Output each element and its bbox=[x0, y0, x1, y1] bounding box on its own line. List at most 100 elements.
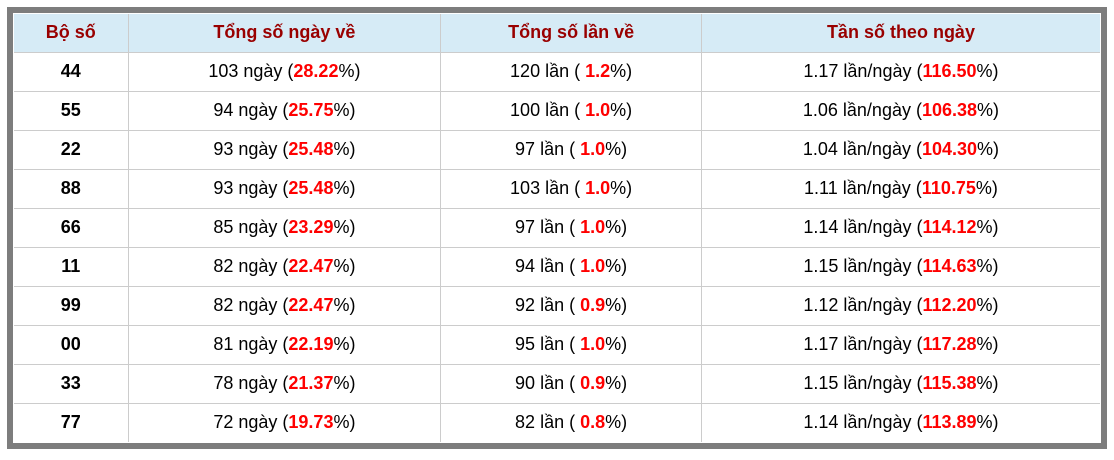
paren-open-spaced: ( bbox=[569, 61, 586, 81]
days-percent: 22.47 bbox=[288, 256, 334, 276]
times-cell: 120 lần ( 1.2%) bbox=[440, 51, 702, 92]
pair-cell: 22 bbox=[14, 129, 129, 170]
pair-cell: 33 bbox=[14, 363, 129, 404]
table-row: 66 85 ngày (23.29%) 97 lần ( 1.0%) 1.14 … bbox=[14, 207, 1100, 248]
paren-close: %) bbox=[605, 334, 628, 354]
days-percent: 22.47 bbox=[288, 295, 334, 315]
freq-cell: 1.15 lần/ngày (115.38%) bbox=[700, 363, 1100, 404]
times-cell: 97 lần ( 1.0%) bbox=[440, 207, 702, 248]
paren-open-spaced: ( bbox=[564, 139, 581, 159]
paren-close: %) bbox=[975, 178, 998, 198]
table-body: 44 103 ngày (28.22%) 120 lần ( 1.2%) 1.1… bbox=[14, 51, 1100, 442]
times-percent: 1.0 bbox=[580, 139, 606, 159]
table-row: 44 103 ngày (28.22%) 120 lần ( 1.2%) 1.1… bbox=[14, 51, 1100, 92]
table-row: 00 81 ngày (22.19%) 95 lần ( 1.0%) 1.17 … bbox=[14, 324, 1100, 365]
freq-percent: 104.30 bbox=[921, 139, 978, 159]
days-percent: 25.48 bbox=[288, 139, 334, 159]
paren-open: ( bbox=[277, 217, 289, 237]
freq-value: 1.17 lần/ngày bbox=[803, 334, 912, 354]
days-cell: 103 ngày (28.22%) bbox=[127, 51, 442, 92]
paren-open: ( bbox=[277, 295, 289, 315]
freq-cell: 1.15 lần/ngày (114.63%) bbox=[700, 246, 1100, 287]
pair-value: 11 bbox=[61, 256, 81, 276]
freq-value: 1.15 lần/ngày bbox=[803, 373, 912, 393]
paren-close: %) bbox=[605, 139, 628, 159]
paren-close: %) bbox=[976, 295, 999, 315]
freq-value: 1.06 lần/ngày bbox=[802, 100, 911, 120]
freq-cell: 1.04 lần/ngày (104.30%) bbox=[700, 129, 1100, 170]
days-value: 82 ngày bbox=[213, 256, 278, 276]
paren-close: %) bbox=[605, 373, 628, 393]
paren-close: %) bbox=[333, 256, 356, 276]
times-value: 94 lần bbox=[515, 256, 565, 276]
times-percent: 0.9 bbox=[580, 295, 606, 315]
times-percent: 1.2 bbox=[585, 61, 611, 81]
paren-open: ( bbox=[911, 217, 923, 237]
paren-close: %) bbox=[605, 217, 628, 237]
days-cell: 93 ngày (25.48%) bbox=[127, 129, 442, 170]
times-percent: 1.0 bbox=[580, 256, 606, 276]
paren-close: %) bbox=[976, 412, 999, 433]
paren-open: ( bbox=[277, 373, 289, 393]
pair-value: 22 bbox=[60, 139, 81, 159]
times-percent: 0.9 bbox=[580, 373, 606, 393]
column-header-days: Tổng số ngày về bbox=[127, 14, 442, 53]
freq-percent: 112.20 bbox=[922, 295, 977, 315]
times-value: 100 lần bbox=[510, 100, 570, 120]
pair-value: 99 bbox=[60, 295, 81, 315]
pair-value: 77 bbox=[60, 412, 81, 433]
paren-close: %) bbox=[605, 412, 628, 433]
freq-percent: 113.89 bbox=[922, 412, 977, 433]
days-percent: 22.19 bbox=[288, 334, 334, 354]
freq-value: 1.15 lần/ngày bbox=[803, 256, 912, 276]
table-row: 88 93 ngày (25.48%) 103 lần ( 1.0%) 1.11… bbox=[14, 168, 1100, 209]
days-cell: 81 ngày (22.19%) bbox=[127, 324, 442, 365]
freq-cell: 1.14 lần/ngày (113.89%) bbox=[700, 402, 1100, 442]
freq-percent: 114.63 bbox=[922, 256, 977, 276]
pair-value: 00 bbox=[60, 334, 81, 354]
paren-close: %) bbox=[333, 100, 356, 120]
table-row: 77 72 ngày (19.73%) 82 lần ( 0.8%) 1.14 … bbox=[14, 402, 1100, 442]
times-cell: 97 lần ( 1.0%) bbox=[440, 129, 702, 170]
table-frame: Bộ số Tổng số ngày về Tổng số lần về Tần… bbox=[7, 7, 1107, 449]
freq-value: 1.14 lần/ngày bbox=[803, 217, 912, 237]
times-percent: 1.0 bbox=[580, 334, 606, 354]
paren-close: %) bbox=[977, 100, 1000, 120]
freq-value: 1.17 lần/ngày bbox=[803, 61, 912, 81]
paren-close: %) bbox=[605, 295, 628, 315]
paren-open-spaced: ( bbox=[564, 217, 581, 237]
paren-open-spaced: ( bbox=[564, 334, 581, 354]
paren-open-spaced: ( bbox=[564, 373, 581, 393]
paren-close: %) bbox=[333, 373, 356, 393]
days-cell: 93 ngày (25.48%) bbox=[127, 168, 442, 209]
pair-value: 33 bbox=[60, 373, 81, 393]
times-cell: 82 lần ( 0.8%) bbox=[440, 402, 702, 442]
paren-open: ( bbox=[911, 295, 923, 315]
freq-cell: 1.17 lần/ngày (117.28%) bbox=[700, 324, 1100, 365]
pair-cell: 00 bbox=[14, 324, 129, 365]
days-value: 72 ngày bbox=[213, 412, 278, 433]
pair-cell: 55 bbox=[14, 90, 129, 131]
days-cell: 94 ngày (25.75%) bbox=[127, 90, 442, 131]
lottery-stats-table: Bộ số Tổng số ngày về Tổng số lần về Tần… bbox=[14, 14, 1100, 442]
pair-cell: 77 bbox=[14, 402, 129, 442]
paren-open: ( bbox=[277, 178, 289, 198]
days-value: 93 ngày bbox=[213, 178, 278, 198]
paren-close: %) bbox=[333, 412, 356, 433]
freq-value: 1.04 lần/ngày bbox=[802, 139, 911, 159]
paren-close: %) bbox=[605, 256, 628, 276]
days-value: 103 ngày bbox=[208, 61, 283, 81]
pair-value: 88 bbox=[60, 178, 81, 198]
pair-value: 44 bbox=[60, 61, 81, 81]
paren-close: %) bbox=[976, 334, 999, 354]
paren-close: %) bbox=[333, 217, 356, 237]
times-value: 103 lần bbox=[510, 178, 570, 198]
times-percent: 0.8 bbox=[580, 412, 606, 433]
times-value: 120 lần bbox=[510, 61, 570, 81]
freq-cell: 1.14 lần/ngày (114.12%) bbox=[700, 207, 1100, 248]
header-row: Bộ số Tổng số ngày về Tổng số lần về Tần… bbox=[14, 14, 1100, 53]
freq-percent: 114.12 bbox=[922, 217, 977, 237]
paren-open: ( bbox=[910, 178, 922, 198]
paren-close: %) bbox=[610, 178, 633, 198]
pair-cell: 88 bbox=[14, 168, 129, 209]
